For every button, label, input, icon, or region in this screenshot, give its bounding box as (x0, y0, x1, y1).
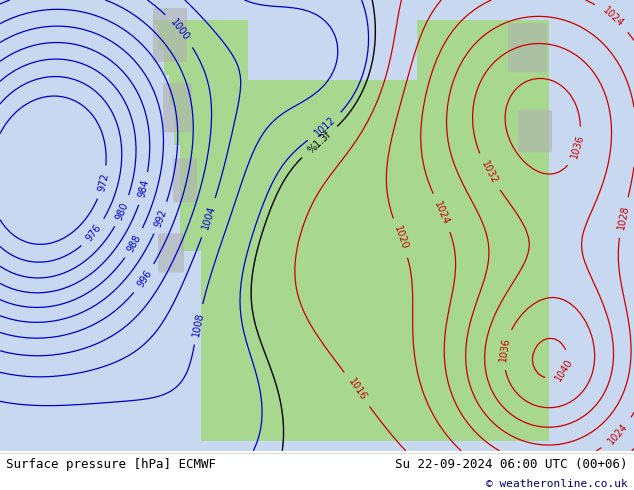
Text: 1024: 1024 (432, 199, 451, 226)
FancyBboxPatch shape (173, 158, 197, 202)
Text: 1024: 1024 (600, 5, 625, 29)
Text: 1040: 1040 (553, 357, 574, 383)
Text: 1004: 1004 (200, 205, 217, 231)
Text: 1036: 1036 (569, 134, 586, 160)
Text: 984: 984 (137, 178, 151, 199)
Text: 976: 976 (84, 222, 103, 244)
Text: 992: 992 (153, 207, 169, 228)
Text: Surface pressure [hPa] ECMWF: Surface pressure [hPa] ECMWF (6, 458, 216, 471)
Text: 972: 972 (96, 172, 110, 193)
Text: 1000: 1000 (169, 18, 191, 43)
Text: © weatheronline.co.uk: © weatheronline.co.uk (486, 479, 628, 489)
Text: %1.3f: %1.3f (306, 129, 333, 155)
Text: 1032: 1032 (479, 159, 499, 185)
Text: 1012: 1012 (313, 115, 337, 139)
Text: 1020: 1020 (392, 225, 410, 251)
FancyBboxPatch shape (163, 83, 192, 132)
Text: 988: 988 (126, 233, 143, 254)
Text: 1028: 1028 (616, 204, 631, 231)
Text: 996: 996 (135, 268, 153, 289)
Text: 1008: 1008 (191, 311, 205, 337)
FancyBboxPatch shape (158, 233, 184, 272)
FancyBboxPatch shape (508, 23, 547, 72)
Text: 1016: 1016 (346, 376, 368, 402)
Text: 1036: 1036 (498, 337, 512, 362)
Text: 980: 980 (114, 201, 131, 221)
FancyBboxPatch shape (518, 110, 552, 152)
Text: Su 22-09-2024 06:00 UTC (00+06): Su 22-09-2024 06:00 UTC (00+06) (395, 458, 628, 471)
Text: 1024: 1024 (606, 421, 630, 446)
FancyBboxPatch shape (153, 8, 187, 62)
